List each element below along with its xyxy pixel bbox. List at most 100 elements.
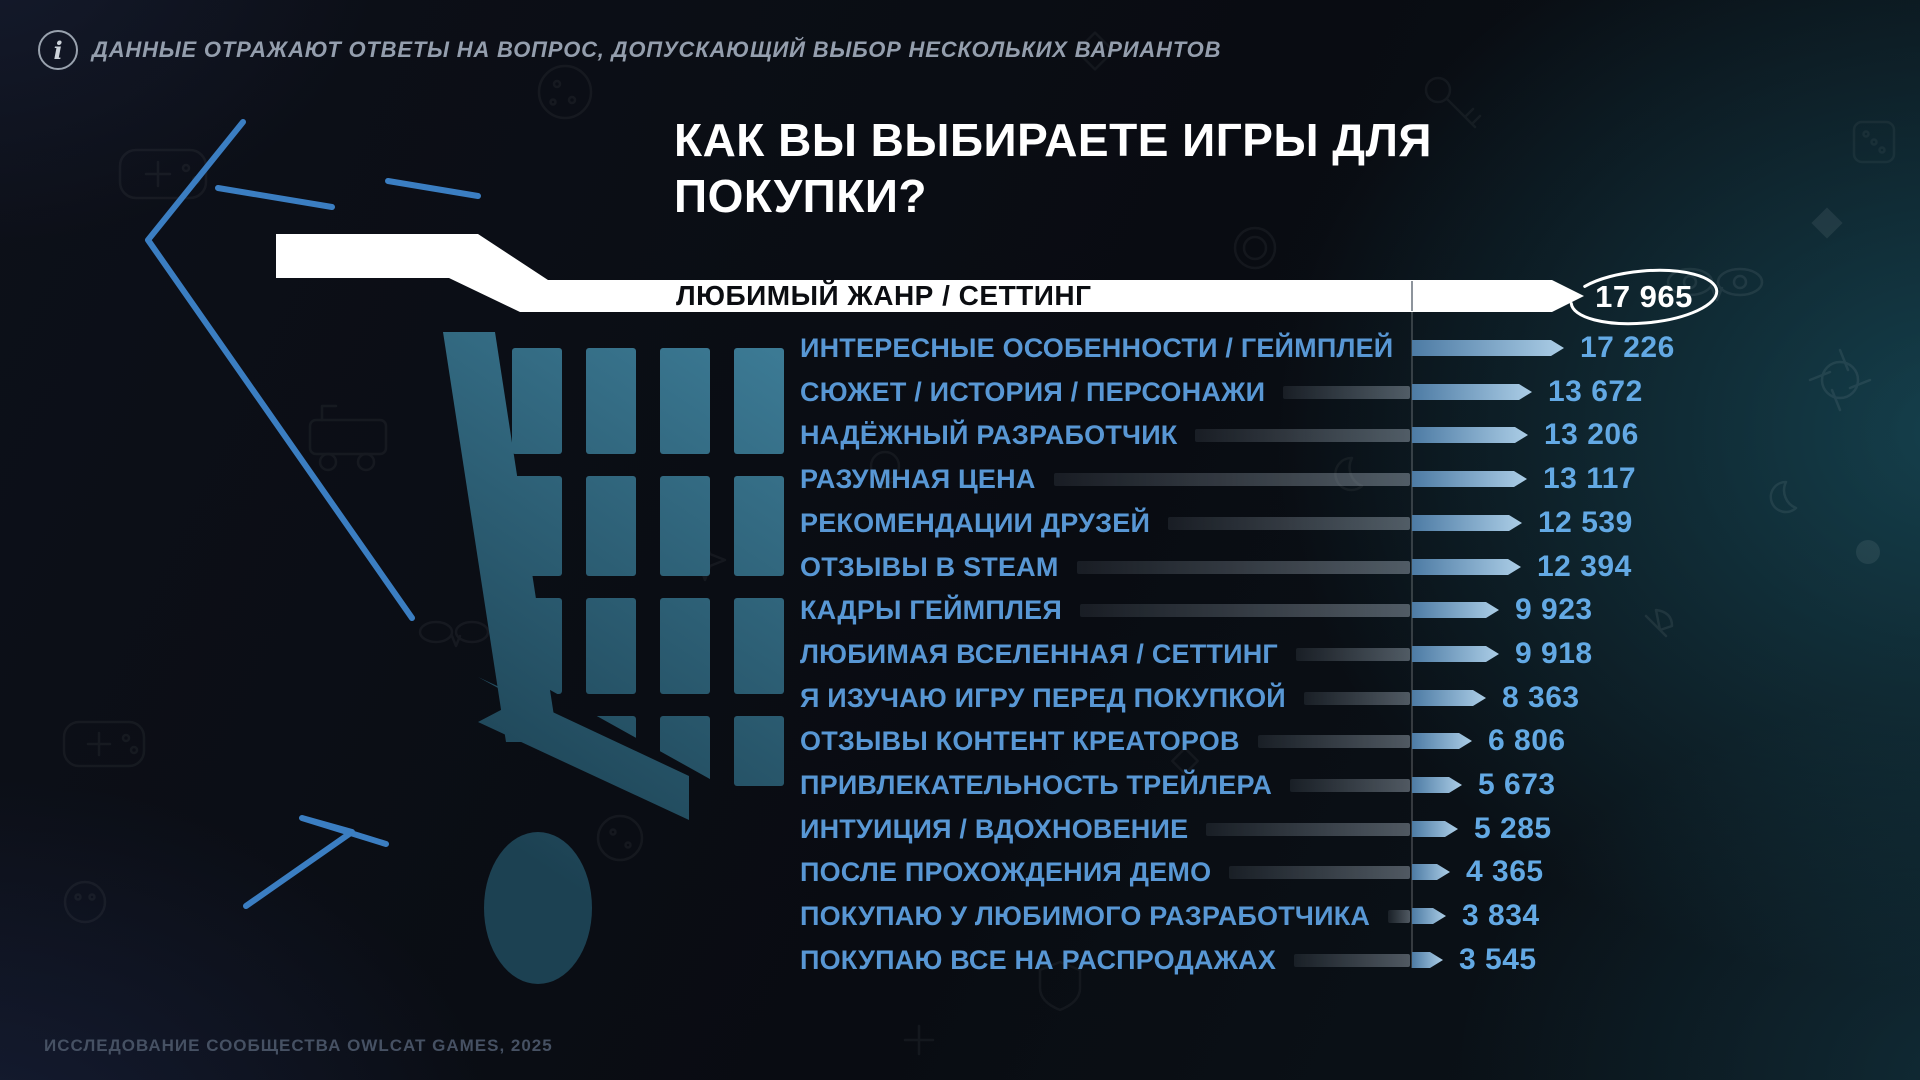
footer-source: ИССЛЕДОВАНИЕ СООБЩЕСТВА OWLCAT GAMES, 20…: [44, 1036, 553, 1055]
bar-value: 12 394: [1537, 550, 1632, 583]
bar-row-left: ИНТЕРЕСНЫЕ ОСОБЕННОСТИ / ГЕЙМПЛЕЙ: [800, 329, 1410, 367]
bar-row: ОТЗЫВЫ В STEAM 12 394: [800, 548, 1780, 586]
train-icon: [308, 404, 388, 472]
highlight-bar-value: 17 965: [1595, 279, 1693, 314]
bar-tail: [1053, 472, 1410, 486]
bar-label: ПОКУПАЮ У ЛЮБИМОГО РАЗРАБОТЧИКА: [800, 900, 1371, 931]
bar-arrow: [1412, 864, 1450, 880]
baseline-divider-on-bar: [1411, 281, 1413, 311]
bar-tail: [1295, 647, 1410, 661]
baseline-divider: [1411, 281, 1413, 968]
bar-tail: [1294, 953, 1410, 967]
info-banner: i ДАННЫЕ ОТРАЖАЮТ ОТВЕТЫ НА ВОПРОС, ДОПУ…: [38, 30, 1221, 70]
bar-row: Я ИЗУЧАЮ ИГРУ ПЕРЕД ПОКУПКОЙ 8 363: [800, 679, 1780, 717]
shuriken-icon: [1808, 348, 1872, 412]
bar-row: КАДРЫ ГЕЙМПЛЕЯ 9 923: [800, 591, 1780, 629]
bar-row: ОТЗЫВЫ КОНТЕНТ КРЕАТОРОВ 6 806: [800, 722, 1780, 760]
star-icon: [683, 538, 727, 582]
circle-icon: [1856, 540, 1880, 564]
bar-arrow: [1412, 690, 1486, 706]
bar-tail: [1195, 428, 1410, 442]
bar-label: ОТЗЫВЫ КОНТЕНТ КРЕАТОРОВ: [800, 725, 1240, 756]
bar-label: ИНТЕРЕСНЫЕ ОСОБЕННОСТИ / ГЕЙМПЛЕЙ: [800, 332, 1394, 363]
bar-row: СЮЖЕТ / ИСТОРИЯ / ПЕРСОНАЖИ 13 672: [800, 373, 1780, 411]
bar-tail: [1388, 909, 1410, 923]
bar-value: 3 545: [1459, 943, 1537, 976]
bar-row: ЛЮБИМАЯ ВСЕЛЕННАЯ / СЕТТИНГ 9 918: [800, 635, 1780, 673]
bar-row-left: ПОКУПАЮ ВСЕ НА РАСПРОДАЖАХ: [800, 941, 1410, 979]
bar-label: СЮЖЕТ / ИСТОРИЯ / ПЕРСОНАЖИ: [800, 376, 1266, 407]
bar-arrow: [1412, 908, 1446, 924]
bar-row-left: ПОКУПАЮ У ЛЮБИМОГО РАЗРАБОТЧИКА: [800, 897, 1410, 935]
bar-value: 5 285: [1474, 812, 1552, 845]
cart-bottom-shelf: [478, 677, 689, 820]
bar-row: ПОКУПАЮ ВСЕ НА РАСПРОДАЖАХ 3 545: [800, 941, 1780, 979]
bar-row: НАДЁЖНЫЙ РАЗРАБОТЧИК 13 206: [800, 416, 1780, 454]
bar-arrow: [1412, 340, 1564, 356]
bar-rows: ИНТЕРЕСНЫЕ ОСОБЕННОСТИ / ГЕЙМПЛЕЙ 17 226…: [800, 0, 1800, 1080]
bar-arrow: [1412, 602, 1499, 618]
zigzag-decoration: [145, 119, 481, 909]
bar-row-left: ПОСЛЕ ПРОХОЖДЕНИЯ ДЕМО: [800, 853, 1410, 891]
bar-row: ИНТУИЦИЯ / ВДОХНОВЕНИЕ 5 285: [800, 810, 1780, 848]
diamond-icon: [1811, 207, 1843, 239]
bar-label: РАЗУМНАЯ ЦЕНА: [800, 463, 1036, 494]
bar-value: 9 923: [1515, 593, 1593, 626]
bar-row: РАЗУМНАЯ ЦЕНА 13 117: [800, 460, 1780, 498]
bar-row-left: РАЗУМНАЯ ЦЕНА: [800, 460, 1410, 498]
bar-row-left: НАДЁЖНЫЙ РАЗРАБОТЧИК: [800, 416, 1410, 454]
bar-tail: [1257, 734, 1410, 748]
gamepad-icon: [62, 720, 146, 768]
bar-row: ПРИВЛЕКАТЕЛЬНОСТЬ ТРЕЙЛЕРА 5 673: [800, 766, 1780, 804]
cookie-icon: [596, 814, 644, 862]
dice-icon: [1852, 120, 1896, 164]
bar-value: 13 117: [1543, 462, 1637, 495]
bar-value: 13 672: [1548, 375, 1643, 408]
cart-basket-grid: [512, 348, 784, 786]
bar-tail: [1076, 560, 1410, 574]
bar-row-left: ИНТУИЦИЯ / ВДОХНОВЕНИЕ: [800, 810, 1410, 848]
bar-row-left: ПРИВЛЕКАТЕЛЬНОСТЬ ТРЕЙЛЕРА: [800, 766, 1410, 804]
bar-label: КАДРЫ ГЕЙМПЛЕЯ: [800, 594, 1062, 625]
bar-label: НАДЁЖНЫЙ РАЗРАБОТЧИК: [800, 419, 1178, 450]
gamepad-icon: [118, 148, 208, 200]
bar-arrow: [1412, 559, 1521, 575]
bar-row: ПОСЛЕ ПРОХОЖДЕНИЯ ДЕМО 4 365: [800, 853, 1780, 891]
bar-value: 17 226: [1580, 331, 1675, 364]
bar-tail: [1206, 822, 1410, 836]
page-title: КАК ВЫ ВЫБИРАЕТЕ ИГРЫ ДЛЯ ПОКУПКИ?: [674, 114, 1432, 223]
bar-label: ПОСЛЕ ПРОХОЖДЕНИЯ ДЕМО: [800, 856, 1212, 887]
bar-label: ПОКУПАЮ ВСЕ НА РАСПРОДАЖАХ: [800, 944, 1277, 975]
bar-arrow: [1412, 821, 1458, 837]
bar-arrow: [1412, 952, 1443, 968]
bar-arrow: [1412, 777, 1462, 793]
highlight-bar-label: ЛЮБИМЫЙ ЖАНР / СЕТТИНГ: [676, 280, 1092, 311]
info-text: ДАННЫЕ ОТРАЖАЮТ ОТВЕТЫ НА ВОПРОС, ДОПУСК…: [92, 37, 1222, 62]
bar-value: 12 539: [1538, 506, 1633, 539]
bar-label: ОТЗЫВЫ В STEAM: [800, 551, 1059, 582]
bar-row-left: РЕКОМЕНДАЦИИ ДРУЗЕЙ: [800, 504, 1410, 542]
bar-row-left: ОТЗЫВЫ КОНТЕНТ КРЕАТОРОВ: [800, 722, 1410, 760]
cart-left-wall: [443, 332, 558, 742]
bar-row: ИНТЕРЕСНЫЕ ОСОБЕННОСТИ / ГЕЙМПЛЕЙ 17 226: [800, 329, 1780, 367]
bar-row-left: Я ИЗУЧАЮ ИГРУ ПЕРЕД ПОКУПКОЙ: [800, 679, 1410, 717]
bar-value: 5 673: [1478, 768, 1556, 801]
bar-value: 13 206: [1544, 418, 1639, 451]
bar-label: ПРИВЛЕКАТЕЛЬНОСТЬ ТРЕЙЛЕРА: [800, 769, 1273, 800]
bar-tail: [1229, 865, 1410, 879]
bar-arrow: [1412, 646, 1499, 662]
bar-value: 3 834: [1462, 899, 1540, 932]
bar-tail: [1079, 603, 1410, 617]
bar-row: РЕКОМЕНДАЦИИ ДРУЗЕЙ 12 539: [800, 504, 1780, 542]
cookie-icon: [537, 64, 593, 120]
bar-label: РЕКОМЕНДАЦИИ ДРУЗЕЙ: [800, 507, 1151, 538]
bar-value: 4 365: [1466, 855, 1544, 888]
info-icon: i: [38, 30, 78, 70]
bar-arrow: [1412, 733, 1472, 749]
bar-label: ИНТУИЦИЯ / ВДОХНОВЕНИЕ: [800, 813, 1189, 844]
bar-row-left: КАДРЫ ГЕЙМПЛЕЯ: [800, 591, 1410, 629]
bar-arrow: [1412, 471, 1527, 487]
bar-value: 6 806: [1488, 724, 1566, 757]
bar-tail: [1303, 691, 1410, 705]
